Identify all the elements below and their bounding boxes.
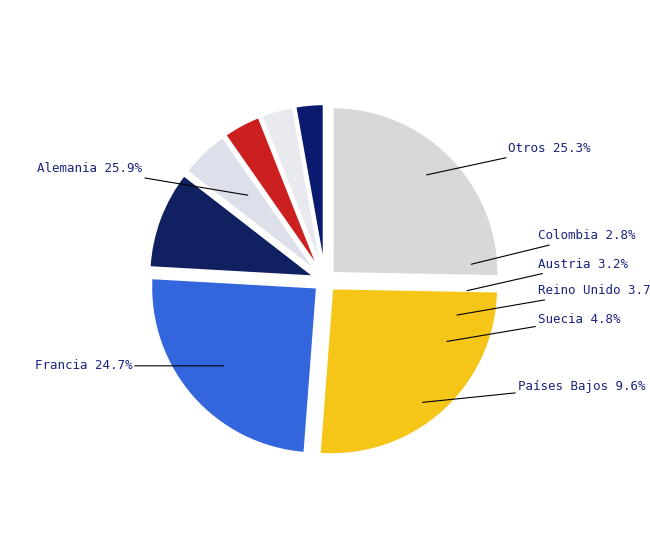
Wedge shape	[295, 104, 324, 271]
Text: Suecia 4.8%: Suecia 4.8%	[447, 312, 621, 342]
Text: Colombia 2.8%: Colombia 2.8%	[471, 229, 636, 264]
Text: Austria 3.2%: Austria 3.2%	[467, 258, 629, 290]
Wedge shape	[319, 288, 499, 454]
Wedge shape	[151, 278, 317, 453]
Wedge shape	[225, 117, 320, 272]
Text: Basauri - Turistas extranjeros según país - Abril de 2024: Basauri - Turistas extranjeros según paí…	[51, 13, 599, 29]
Text: Alemania 25.9%: Alemania 25.9%	[37, 162, 248, 195]
Wedge shape	[332, 107, 499, 277]
Text: http://www.foro-ciudad.com: http://www.foro-ciudad.com	[445, 529, 630, 541]
Wedge shape	[187, 136, 318, 273]
Wedge shape	[261, 107, 322, 271]
Text: Francia 24.7%: Francia 24.7%	[34, 359, 224, 372]
Text: Otros 25.3%: Otros 25.3%	[426, 142, 590, 175]
Text: Países Bajos 9.6%: Países Bajos 9.6%	[422, 379, 645, 403]
Text: Reino Unido 3.7%: Reino Unido 3.7%	[457, 284, 650, 315]
Wedge shape	[150, 175, 315, 277]
